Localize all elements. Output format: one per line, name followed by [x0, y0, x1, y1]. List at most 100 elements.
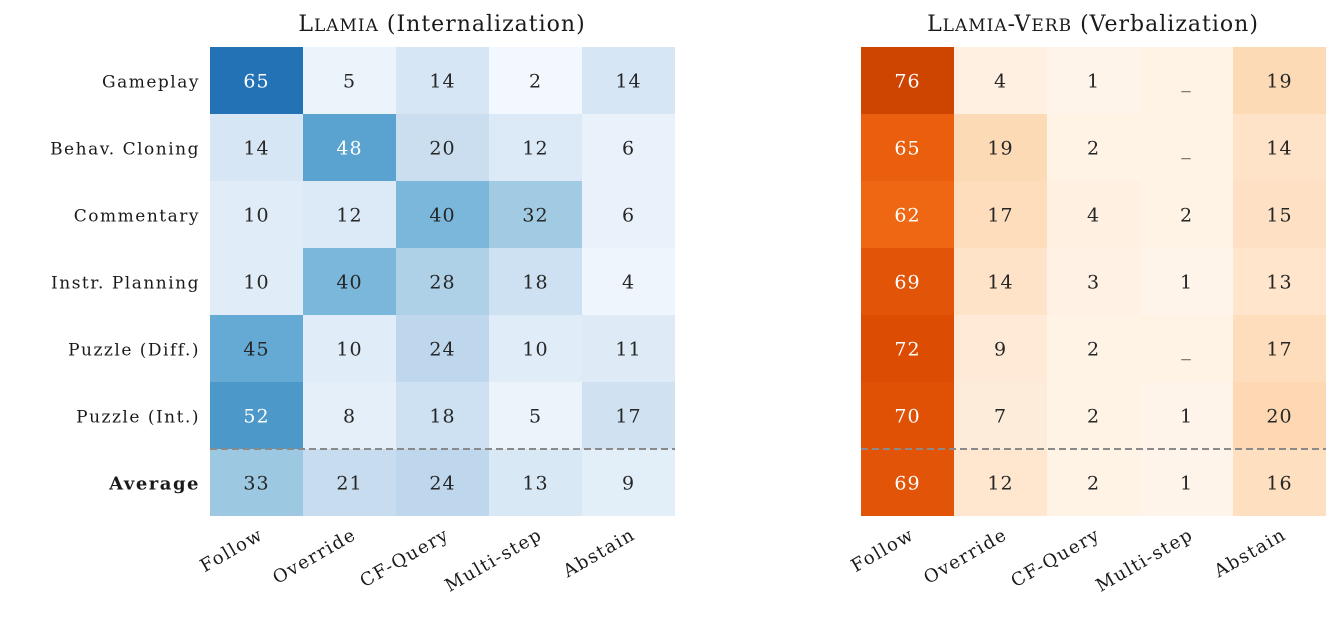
cell-gameplay-cf-query	[396, 47, 489, 114]
cell-label-average-abstain: 16	[1266, 473, 1292, 495]
cell-label-instr-planning-cf-query: 3	[1087, 272, 1100, 294]
cell-label-gameplay-abstain: 19	[1266, 71, 1292, 93]
cell-label-instr-planning-multi-step: 18	[522, 272, 548, 294]
cell-label-commentary-override: 17	[987, 205, 1013, 227]
cell-puzzle-diff-override	[303, 315, 396, 382]
cell-commentary-multi-step	[489, 181, 582, 248]
cell-label-gameplay-follow: 76	[894, 71, 920, 93]
cell-label-instr-planning-abstain: 4	[622, 272, 635, 294]
cell-average-override	[303, 449, 396, 516]
column-label-cf-query: CF-Query	[1007, 524, 1104, 592]
cell-commentary-multi-step	[1140, 181, 1233, 248]
cell-label-puzzle-int-multi-step: 5	[529, 406, 542, 428]
cell-puzzle-int-override	[954, 382, 1047, 449]
cell-puzzle-diff-cf-query	[1047, 315, 1140, 382]
cell-label-behav-cloning-follow: 14	[243, 138, 269, 160]
cell-label-puzzle-diff-override: 9	[994, 339, 1007, 361]
cell-label-instr-planning-follow: 69	[894, 272, 920, 294]
cell-label-commentary-abstain: 15	[1266, 205, 1292, 227]
cell-puzzle-int-abstain	[582, 382, 675, 449]
cell-label-instr-planning-override: 40	[336, 272, 362, 294]
cell-label-behav-cloning-abstain: 14	[1266, 138, 1292, 160]
row-label-puzzle-int: Puzzle (Int.)	[76, 408, 200, 428]
cell-label-commentary-follow: 10	[243, 205, 269, 227]
cell-label-commentary-override: 12	[336, 205, 362, 227]
cell-behav-cloning-cf-query	[396, 114, 489, 181]
cell-label-behav-cloning-override: 48	[336, 138, 362, 160]
cell-label-behav-cloning-cf-query: 20	[429, 138, 455, 160]
cell-label-average-follow: 33	[243, 473, 269, 495]
cell-instr-planning-multi-step	[1140, 248, 1233, 315]
cell-label-puzzle-diff-cf-query: 24	[429, 339, 455, 361]
cell-label-average-cf-query: 24	[429, 473, 455, 495]
cell-label-commentary-abstain: 6	[622, 205, 635, 227]
cell-label-instr-planning-follow: 10	[243, 272, 269, 294]
cell-gameplay-abstain	[582, 47, 675, 114]
cell-puzzle-diff-abstain	[1233, 315, 1326, 382]
cell-label-gameplay-abstain: 14	[615, 71, 641, 93]
cell-label-gameplay-override: 5	[343, 71, 356, 93]
cell-average-multi-step	[489, 449, 582, 516]
cell-label-puzzle-int-follow: 70	[894, 406, 920, 428]
cell-instr-planning-abstain	[1233, 248, 1326, 315]
cell-average-abstain	[1233, 449, 1326, 516]
cell-average-follow	[861, 449, 954, 516]
cell-puzzle-diff-abstain	[582, 315, 675, 382]
cell-average-cf-query	[1047, 449, 1140, 516]
cell-commentary-cf-query	[1047, 181, 1140, 248]
row-label-average: Average	[108, 474, 200, 495]
cell-label-puzzle-int-override: 7	[994, 406, 1007, 428]
cell-commentary-cf-query	[396, 181, 489, 248]
cell-label-puzzle-diff-override: 10	[336, 339, 362, 361]
cell-label-puzzle-diff-multi-step: 10	[522, 339, 548, 361]
cell-label-average-multi-step: 13	[522, 473, 548, 495]
cell-puzzle-int-follow	[861, 382, 954, 449]
cell-label-average-follow: 69	[894, 473, 920, 495]
cell-average-cf-query	[396, 449, 489, 516]
cell-instr-planning-cf-query	[396, 248, 489, 315]
cell-commentary-abstain	[1233, 181, 1326, 248]
cell-label-puzzle-int-cf-query: 2	[1087, 406, 1100, 428]
row-label-puzzle-diff: Puzzle (Diff.)	[68, 341, 200, 361]
chart-title-1: LLAMIA-VERB (Verbalization)	[927, 12, 1259, 37]
cell-label-puzzle-int-cf-query: 18	[429, 406, 455, 428]
cell-label-average-override: 21	[336, 473, 362, 495]
cell-label-behav-cloning-cf-query: 2	[1087, 138, 1100, 160]
column-label-multi-step: Multi-step	[1093, 524, 1197, 596]
cell-label-commentary-multi-step: 32	[522, 205, 548, 227]
cell-label-behav-cloning-follow: 65	[894, 138, 920, 160]
cell-label-behav-cloning-multi-step: _	[1181, 138, 1192, 160]
cell-behav-cloning-follow	[861, 114, 954, 181]
cell-label-instr-planning-cf-query: 28	[429, 272, 455, 294]
row-label-commentary: Commentary	[74, 207, 200, 227]
cell-gameplay-cf-query	[1047, 47, 1140, 114]
cell-instr-planning-override	[954, 248, 1047, 315]
cell-behav-cloning-override	[303, 114, 396, 181]
cell-label-behav-cloning-multi-step: 12	[522, 138, 548, 160]
cell-label-puzzle-diff-abstain: 17	[1266, 339, 1292, 361]
cell-label-average-override: 12	[987, 473, 1013, 495]
cell-label-average-multi-step: 1	[1180, 473, 1193, 495]
cell-commentary-follow	[210, 181, 303, 248]
cell-behav-cloning-abstain	[582, 114, 675, 181]
cell-average-follow	[210, 449, 303, 516]
cell-puzzle-diff-follow	[861, 315, 954, 382]
row-label-instr-planning: Instr. Planning	[51, 274, 200, 294]
cell-label-instr-planning-abstain: 13	[1266, 272, 1292, 294]
cell-label-puzzle-int-follow: 52	[243, 406, 269, 428]
row-label-gameplay: Gameplay	[102, 73, 200, 93]
column-label-override: Override	[920, 524, 1011, 589]
column-label-multi-step: Multi-step	[442, 524, 546, 596]
column-label-abstain: Abstain	[1210, 524, 1290, 582]
cell-puzzle-int-multi-step	[489, 382, 582, 449]
cell-label-commentary-multi-step: 2	[1180, 205, 1193, 227]
cell-label-gameplay-multi-step: _	[1181, 71, 1192, 93]
column-label-cf-query: CF-Query	[356, 524, 453, 592]
cell-gameplay-multi-step	[1140, 47, 1233, 114]
cell-puzzle-int-cf-query	[396, 382, 489, 449]
row-label-behav-cloning: Behav. Cloning	[50, 140, 200, 160]
column-label-abstain: Abstain	[559, 524, 639, 582]
cell-instr-planning-multi-step	[489, 248, 582, 315]
cell-label-instr-planning-multi-step: 1	[1180, 272, 1193, 294]
